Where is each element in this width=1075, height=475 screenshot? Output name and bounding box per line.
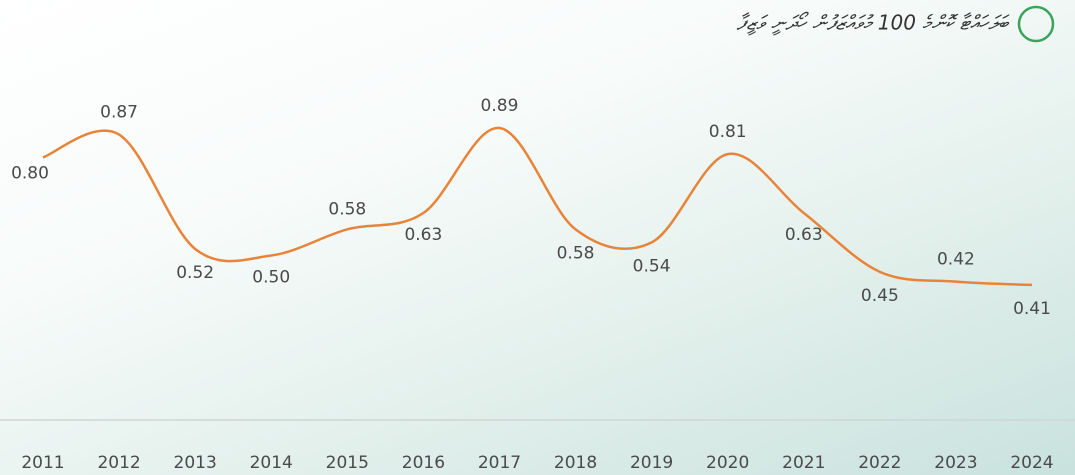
value-label: 0.58 — [328, 199, 366, 219]
x-tick-label: 2024 — [1010, 453, 1053, 473]
value-label: 0.80 — [11, 163, 49, 183]
title-icon — [1017, 5, 1055, 43]
value-label: 0.63 — [404, 225, 442, 245]
x-tick-label: 2015 — [326, 453, 369, 473]
value-label: 0.50 — [252, 268, 290, 288]
chart-title: ބަލަހައްޓާ ކޮންމެ 100 މުވައްޒަފުން ހޯދަނ… — [737, 11, 1010, 36]
x-tick-label: 2019 — [630, 453, 673, 473]
value-label: 0.41 — [1013, 299, 1051, 319]
value-label: 0.45 — [861, 286, 899, 306]
x-tick-label: 2012 — [97, 453, 140, 473]
x-tick-label: 2011 — [21, 453, 64, 473]
value-label: 0.89 — [481, 96, 519, 116]
x-tick-label: 2017 — [478, 453, 521, 473]
value-label: 0.58 — [557, 243, 595, 263]
x-tick-label: 2014 — [250, 453, 293, 473]
value-label: 0.81 — [709, 122, 747, 142]
x-tick-label: 2021 — [782, 453, 825, 473]
x-tick-label: 2023 — [934, 453, 977, 473]
x-tick-label: 2022 — [858, 453, 901, 473]
x-tick-label: 2020 — [706, 453, 749, 473]
value-label: 0.87 — [100, 103, 138, 123]
value-label: 0.63 — [785, 225, 823, 245]
x-tick-label: 2018 — [554, 453, 597, 473]
x-tick-label: 2016 — [402, 453, 445, 473]
line — [42, 126, 1033, 287]
value-label: 0.54 — [633, 256, 671, 276]
value-label: 0.42 — [937, 250, 975, 270]
value-label: 0.52 — [176, 263, 214, 283]
x-tick-label: 2013 — [174, 453, 217, 473]
